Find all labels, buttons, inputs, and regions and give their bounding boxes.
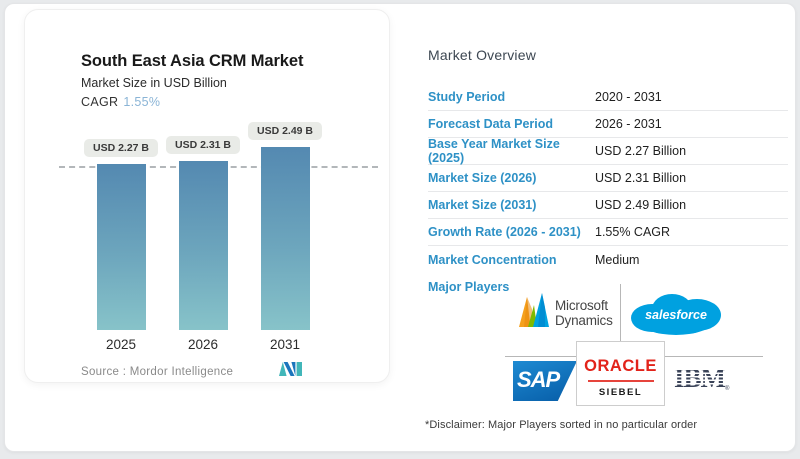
oracle-siebel-logo: ORACLE SIEBEL: [576, 341, 665, 406]
bar-value-label: USD 2.31 B: [165, 136, 241, 154]
table-row: Base Year Market Size (2025) USD 2.27 Bi…: [428, 137, 788, 165]
bar-2031: [260, 147, 310, 330]
bar-group-2026: USD 2.31 B 2026: [157, 136, 249, 352]
salesforce-cloud-icon: salesforce: [626, 291, 726, 337]
siebel-wordmark: SIEBEL: [598, 387, 643, 398]
microsoft-dynamics-icon: [518, 291, 550, 336]
row-value: 1.55% CAGR: [595, 225, 671, 239]
row-label: Study Period: [428, 90, 506, 104]
ibm-wordmark: IBM: [674, 363, 726, 393]
bar-group-2025: USD 2.27 B 2025: [75, 139, 167, 352]
ibm-logo: IBM®: [674, 363, 730, 393]
row-label: Base Year Market Size (2025): [428, 137, 560, 165]
major-players-label: Major Players: [428, 280, 510, 294]
x-tick-2025: 2025: [105, 337, 137, 352]
mordor-intelligence-logo-icon: [279, 362, 302, 381]
panel-heading: Market Overview: [428, 47, 537, 63]
sap-logo: SAP: [513, 361, 577, 401]
row-label: Growth Rate (2026 - 2031): [428, 225, 581, 239]
row-value: 2020 - 2031: [595, 90, 662, 104]
row-value: Medium: [595, 252, 640, 267]
salesforce-logo: salesforce: [626, 291, 726, 337]
source-attribution: Source : Mordor Intelligence: [81, 366, 234, 378]
row-label: Market Size (2026): [428, 171, 537, 185]
microsoft-dynamics-wordmark: Microsoft Dynamics: [555, 298, 613, 328]
row-value: USD 2.31 Billion: [595, 171, 687, 185]
cagr-value: 1.55%: [123, 95, 161, 109]
bar-value-label: USD 2.49 B: [247, 122, 323, 140]
market-overview-panel: Market Overview Study Period 2020 - 2031…: [410, 0, 800, 459]
x-tick-2031: 2031: [269, 337, 301, 352]
oracle-divider-rule: [587, 380, 654, 382]
row-value: USD 2.49 Billion: [595, 198, 687, 212]
sap-wordmark: SAP: [517, 367, 560, 392]
bar-group-2031: USD 2.49 B 2031: [239, 122, 331, 352]
table-row: Market Concentration Medium: [428, 246, 788, 273]
table-row: Market Size (2026) USD 2.31 Billion: [428, 165, 788, 192]
x-tick-2026: 2026: [187, 337, 219, 352]
ibm-registered-mark: ®: [725, 386, 730, 392]
table-row: Forecast Data Period 2026 - 2031: [428, 111, 788, 138]
oracle-wordmark: ORACLE: [584, 357, 657, 375]
row-value: USD 2.27 Billion: [595, 144, 687, 158]
cagr-label: CAGR: [81, 95, 119, 109]
chart-subtitle: Market Size in USD Billion: [81, 76, 227, 90]
overview-table: Study Period 2020 - 2031 Forecast Data P…: [428, 84, 788, 273]
chart-title: South East Asia CRM Market: [81, 52, 304, 70]
row-label: Market Size (2031): [428, 198, 537, 212]
bar-2026: [178, 161, 228, 330]
table-row: Study Period 2020 - 2031: [428, 84, 788, 111]
table-row: Market Size (2031) USD 2.49 Billion: [428, 192, 788, 219]
row-value: 2026 - 2031: [595, 117, 662, 131]
disclaimer-text: *Disclaimer: Major Players sorted in no …: [425, 419, 698, 431]
bar-2025: [96, 164, 146, 330]
microsoft-dynamics-logo: Microsoft Dynamics: [518, 291, 613, 336]
chart-cagr: CAGR 1.55%: [81, 95, 160, 109]
market-chart-card: South East Asia CRM Market Market Size i…: [24, 9, 390, 383]
bar-value-label: USD 2.27 B: [83, 139, 159, 157]
row-label: Forecast Data Period: [428, 117, 554, 131]
players-grid-vertical-divider: [620, 284, 621, 342]
svg-text:salesforce: salesforce: [645, 308, 707, 322]
row-label: Market Concentration: [428, 252, 557, 267]
table-row: Growth Rate (2026 - 2031) 1.55% CAGR: [428, 219, 788, 246]
